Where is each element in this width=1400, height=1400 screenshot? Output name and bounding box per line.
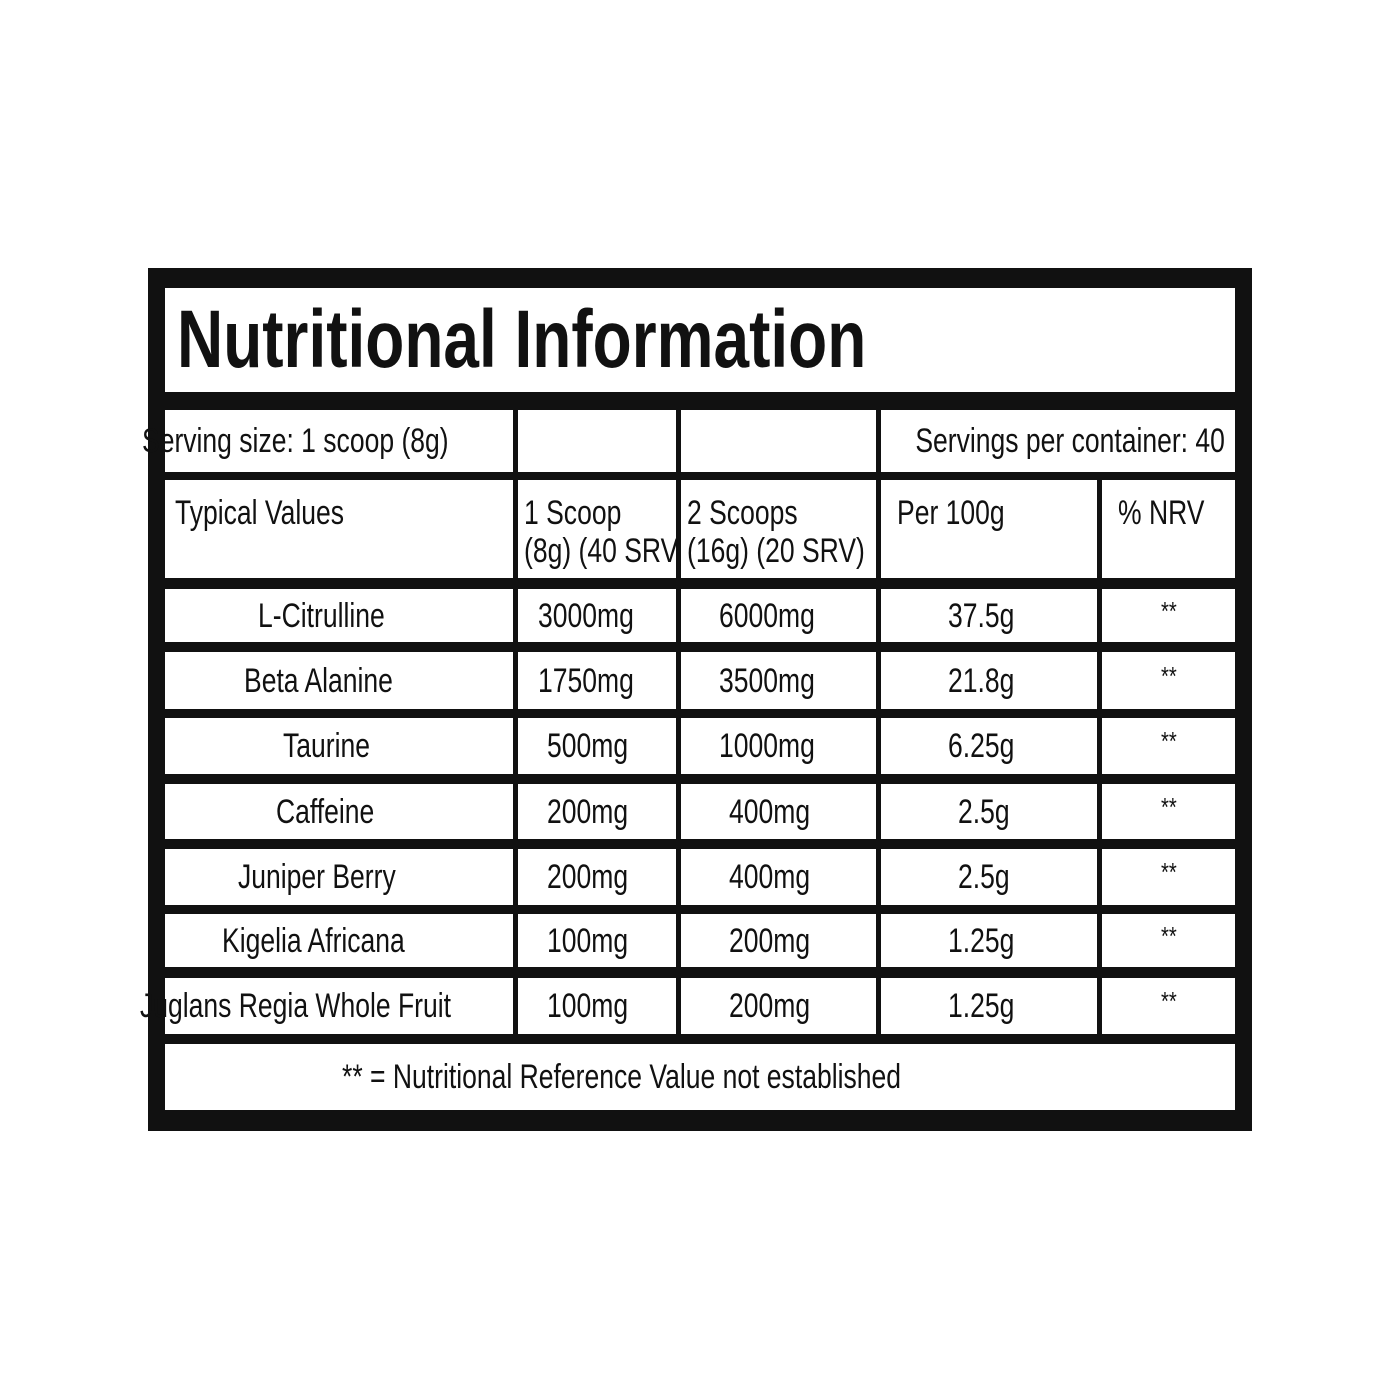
table-cell: 200mg bbox=[518, 784, 676, 839]
header-text: 2 Scoops bbox=[687, 494, 798, 532]
amount: 200mg bbox=[547, 792, 629, 831]
ingredient: Beta Alanine bbox=[243, 661, 393, 700]
ingredient: Juniper Berry bbox=[237, 858, 396, 896]
table-cell: ** bbox=[1102, 849, 1235, 905]
table-cell: L-Citrulline bbox=[165, 589, 513, 642]
table-cell: 1.25g bbox=[881, 914, 1097, 967]
table-cell: Caffeine bbox=[165, 784, 513, 839]
header-cell: % NRV bbox=[1102, 480, 1235, 578]
table-cell: 1000mg bbox=[681, 718, 876, 774]
amount: 400mg bbox=[728, 858, 810, 896]
servings-per-container: Servings per container: 40 bbox=[915, 422, 1225, 460]
table-cell: ** bbox=[1102, 652, 1235, 709]
table-cell: Beta Alanine bbox=[165, 652, 513, 709]
table-cell: 100mg bbox=[518, 978, 676, 1034]
table-cell: 6000mg bbox=[681, 589, 876, 642]
ingredient: L-Citrulline bbox=[257, 596, 385, 635]
table-cell: 200mg bbox=[681, 914, 876, 967]
serving-size: Serving size: 1 scoop (8g) bbox=[142, 422, 450, 460]
amount: 3000mg bbox=[537, 596, 634, 635]
table-cell: 1750mg bbox=[518, 652, 676, 709]
amount: ** bbox=[1161, 595, 1178, 626]
amount: 6000mg bbox=[719, 596, 815, 635]
amount: ** bbox=[1161, 791, 1178, 822]
amount: 200mg bbox=[728, 921, 810, 960]
table-cell: ** bbox=[1102, 914, 1235, 967]
table-cell: ** bbox=[1102, 978, 1235, 1034]
table-cell: Juniper Berry bbox=[165, 849, 513, 905]
table-cell: 200mg bbox=[518, 849, 676, 905]
table-cell: 500mg bbox=[518, 718, 676, 774]
serving-cell: Serving size: 1 scoop (8g) bbox=[142, 410, 513, 472]
table-cell: ** bbox=[1102, 718, 1235, 774]
empty-cell bbox=[681, 410, 876, 472]
amount: 6.25g bbox=[948, 727, 1015, 765]
table-cell: ** bbox=[1102, 589, 1235, 642]
amount: ** bbox=[1161, 920, 1178, 951]
header-cell: Per 100g bbox=[881, 480, 1097, 578]
title: Nutritional Information bbox=[177, 294, 867, 385]
table-cell: 37.5g bbox=[881, 589, 1097, 642]
amount: 100mg bbox=[547, 987, 629, 1025]
ingredient: Juglans Regia Whole Fruit bbox=[139, 987, 451, 1025]
table-cell: 2.5g bbox=[881, 849, 1097, 905]
table-cell: 6.25g bbox=[881, 718, 1097, 774]
amount: 200mg bbox=[728, 987, 810, 1025]
amount: ** bbox=[1161, 660, 1178, 691]
header-cell: 2 Scoops (16g) (20 SRV) bbox=[681, 480, 876, 578]
amount: 1.25g bbox=[948, 987, 1015, 1025]
amount: 2.5g bbox=[957, 792, 1010, 831]
table-cell: 400mg bbox=[681, 849, 876, 905]
ingredient: Taurine bbox=[283, 727, 371, 765]
amount: 37.5g bbox=[948, 596, 1015, 635]
header-text: Per 100g bbox=[897, 494, 1005, 532]
table-cell: 2.5g bbox=[881, 784, 1097, 839]
footnote: ** = Nutritional Reference Value not est… bbox=[341, 1058, 901, 1096]
header-text: (8g) (40 SRV) bbox=[524, 532, 688, 570]
amount: 3500mg bbox=[719, 661, 815, 700]
amount: 1.25g bbox=[948, 921, 1015, 960]
amount: 100mg bbox=[547, 921, 629, 960]
table-cell: ** bbox=[1102, 784, 1235, 839]
amount: 1000mg bbox=[719, 727, 815, 765]
header-text: (16g) (20 SRV) bbox=[687, 532, 865, 570]
table-cell: 21.8g bbox=[881, 652, 1097, 709]
table-cell: Kigelia Africana bbox=[165, 914, 513, 967]
title-cell: Nutritional Information bbox=[165, 288, 1235, 392]
amount: ** bbox=[1161, 986, 1178, 1016]
table-cell: 400mg bbox=[681, 784, 876, 839]
amount: 2.5g bbox=[957, 858, 1010, 896]
ingredient: Kigelia Africana bbox=[221, 921, 405, 960]
ingredient: Caffeine bbox=[275, 792, 375, 831]
amount: 400mg bbox=[728, 792, 810, 831]
table-cell: 3500mg bbox=[681, 652, 876, 709]
table-cell: 100mg bbox=[518, 914, 676, 967]
amount: 500mg bbox=[547, 727, 629, 765]
amount: 21.8g bbox=[948, 661, 1015, 700]
amount: 1750mg bbox=[537, 661, 634, 700]
header-text: % NRV bbox=[1118, 494, 1205, 532]
header-cell: 1 Scoop (8g) (40 SRV) bbox=[518, 480, 687, 578]
table-cell: 3000mg bbox=[518, 589, 676, 642]
table-cell: Juglans Regia Whole Fruit bbox=[140, 978, 513, 1034]
table-cell: 200mg bbox=[681, 978, 876, 1034]
servings-cell: Servings per container: 40 bbox=[881, 410, 1235, 472]
empty-cell bbox=[518, 410, 676, 472]
table-cell: Taurine bbox=[165, 718, 513, 774]
amount: ** bbox=[1161, 857, 1178, 887]
table-cell: 1.25g bbox=[881, 978, 1097, 1034]
footnote-cell: ** = Nutritional Reference Value not est… bbox=[165, 1044, 1235, 1110]
header-text: Typical Values bbox=[175, 494, 345, 532]
header-cell: Typical Values bbox=[165, 480, 513, 578]
amount: 200mg bbox=[547, 858, 629, 896]
amount: ** bbox=[1161, 726, 1178, 756]
header-text: 1 Scoop bbox=[524, 494, 622, 532]
